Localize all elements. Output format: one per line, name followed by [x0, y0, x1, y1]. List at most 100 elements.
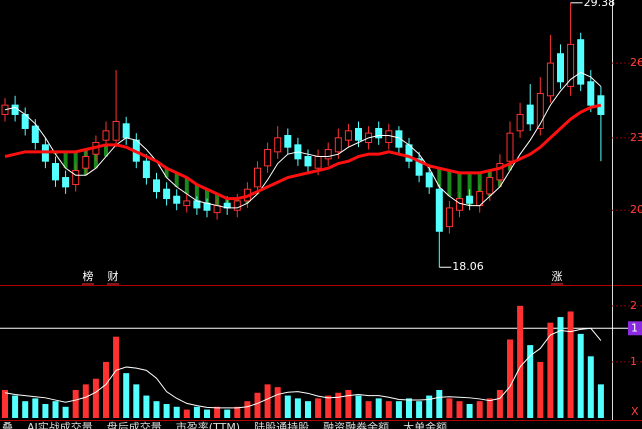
- volume-bar: [395, 401, 402, 418]
- candle-body: [153, 179, 160, 193]
- candle-body: [62, 177, 70, 188]
- volume-bar: [476, 401, 483, 418]
- volume-bar: [52, 401, 59, 418]
- y-tick-label: 20: [630, 203, 642, 216]
- candle-body: [344, 130, 352, 141]
- candle-body: [314, 156, 322, 169]
- volume-bar: [22, 401, 29, 418]
- candle-body: [264, 149, 272, 167]
- candle-body: [415, 158, 423, 176]
- volume-bar: [345, 389, 352, 418]
- reference-label: 1: [631, 321, 638, 334]
- event-marker: 榜: [83, 269, 94, 283]
- candle-body: [304, 156, 312, 167]
- candle-body: [425, 172, 433, 188]
- volume-bar: [153, 401, 160, 418]
- volume-bar: [315, 398, 322, 418]
- volume-bar: [32, 398, 39, 418]
- volume-bar: [517, 305, 524, 418]
- volume-bar: [325, 395, 332, 418]
- volume-bar: [214, 406, 221, 418]
- y-tick-label: 26: [630, 56, 642, 69]
- candle-body: [52, 163, 59, 181]
- candle-body: [516, 113, 524, 132]
- candle-body: [193, 200, 201, 209]
- candle-body: [435, 188, 443, 232]
- volume-bar: [12, 395, 19, 418]
- indicator-tab[interactable]: 大单金额: [403, 420, 447, 429]
- volume-bar: [577, 333, 584, 418]
- volume-bar: [426, 395, 433, 418]
- volume-bar: [446, 398, 453, 418]
- candle-body: [496, 163, 504, 181]
- volume-bar: [416, 401, 423, 418]
- candle-body: [577, 39, 585, 85]
- candle-body: [526, 104, 534, 125]
- candle-body: [567, 43, 575, 87]
- candle-body: [456, 198, 463, 211]
- volume-bar: [92, 378, 99, 418]
- volume-bar: [507, 339, 513, 418]
- low-annotation: 18.06: [452, 260, 484, 273]
- volume-unit: X: [631, 405, 639, 418]
- volume-bar: [234, 406, 241, 418]
- volume-bar: [113, 336, 120, 418]
- indicator-tab[interactable]: 陆股通持股: [254, 420, 309, 429]
- volume-bar: [406, 398, 412, 418]
- volume-bar: [62, 406, 69, 418]
- volume-bar: [2, 389, 8, 418]
- candle-body: [254, 167, 261, 188]
- volume-bar: [183, 409, 190, 418]
- event-marker: 涨: [552, 270, 563, 283]
- candle-body: [486, 177, 494, 195]
- volume-bar: [264, 384, 271, 418]
- volume-bar: [133, 384, 140, 418]
- candle-body: [284, 134, 292, 148]
- y-tick-label: 1: [630, 355, 637, 368]
- indicator-tab[interactable]: AI实战成交量: [27, 420, 93, 429]
- volume-bar: [597, 384, 604, 418]
- event-marker: 财: [108, 269, 119, 283]
- y-tick-label: 2: [630, 299, 637, 312]
- volume-bar: [365, 401, 372, 418]
- candle-body: [112, 120, 120, 141]
- candle-body: [102, 130, 110, 141]
- volume-bar: [284, 395, 291, 418]
- volume-bar: [557, 317, 564, 418]
- volume-bar: [224, 409, 231, 418]
- volume-bar: [567, 311, 574, 418]
- candle-body: [587, 81, 595, 106]
- volume-bar: [547, 322, 554, 418]
- y-tick-label: 23: [630, 131, 642, 144]
- volume-bar: [385, 401, 392, 418]
- volume-bar: [335, 392, 342, 418]
- candle-body: [183, 200, 191, 207]
- indicator-tab[interactable]: 融资融券余额: [323, 420, 389, 429]
- volume-bar: [274, 387, 281, 418]
- candle-body: [31, 125, 39, 143]
- candle-body: [557, 53, 564, 83]
- candle-body: [466, 195, 474, 204]
- reference-badge: [628, 321, 642, 336]
- volume-bar: [375, 398, 382, 418]
- candle-body: [445, 207, 453, 228]
- high-annotation: 29.38: [584, 0, 616, 9]
- candle-body: [11, 104, 19, 115]
- candle-body: [506, 132, 514, 162]
- volume-bar: [204, 409, 210, 418]
- candle-body: [173, 195, 181, 204]
- indicator-tab[interactable]: 叠: [2, 421, 13, 429]
- indicator-tab[interactable]: 市盈率(TTM): [176, 420, 240, 429]
- volume-bar: [244, 401, 251, 418]
- indicator-tab[interactable]: 盘后成交量: [107, 420, 162, 429]
- volume-bar: [72, 389, 79, 418]
- volume-bar: [355, 395, 362, 418]
- candle-body: [395, 130, 403, 148]
- candle-body: [274, 137, 282, 153]
- volume-bar: [143, 395, 150, 418]
- volume-bar: [294, 398, 301, 418]
- volume-bar: [42, 403, 49, 418]
- candle-body: [355, 127, 362, 141]
- candle-body: [385, 130, 393, 143]
